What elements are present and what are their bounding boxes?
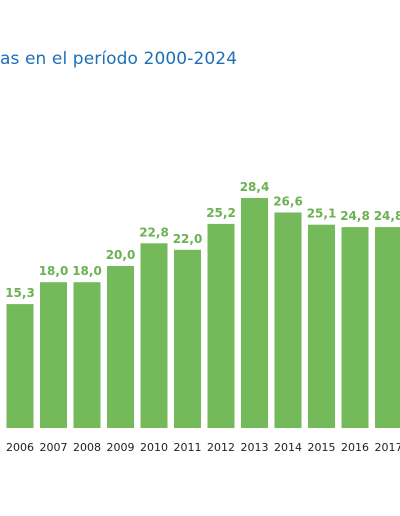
x-tick-2007: 2007 bbox=[40, 441, 68, 454]
data-label-2013: 28,4 bbox=[240, 180, 270, 194]
bar-2011 bbox=[174, 249, 201, 428]
data-label-2017: 24,8 bbox=[374, 209, 400, 223]
chart-title: as en el período 2000-2024 bbox=[0, 49, 238, 69]
data-label-2015: 25,1 bbox=[307, 207, 337, 221]
bar-2016 bbox=[341, 227, 369, 428]
x-tick-2012: 2012 bbox=[207, 441, 235, 454]
bar-2007 bbox=[40, 282, 67, 428]
x-tick-2015: 2015 bbox=[308, 441, 336, 454]
bar-2006 bbox=[6, 304, 34, 428]
data-label-2016: 24,8 bbox=[340, 209, 370, 223]
data-label-2010: 22,8 bbox=[139, 225, 169, 239]
x-tick-2014: 2014 bbox=[274, 441, 302, 454]
bar-2009 bbox=[107, 266, 134, 428]
x-tick-2006: 2006 bbox=[6, 441, 34, 454]
data-label-2007: 18,0 bbox=[39, 264, 69, 278]
data-label-2014: 26,6 bbox=[273, 195, 303, 209]
x-tick-2016: 2016 bbox=[341, 441, 369, 454]
bar-2012 bbox=[207, 223, 235, 428]
bar-2010 bbox=[140, 243, 168, 428]
x-tick-2017: 2017 bbox=[375, 441, 400, 454]
data-label-2006: 15,3 bbox=[5, 286, 35, 300]
x-tick-2009: 2009 bbox=[107, 441, 135, 454]
bar-2013 bbox=[241, 198, 268, 428]
data-label-2009: 20,0 bbox=[106, 248, 136, 262]
data-label-2011: 22,0 bbox=[173, 232, 203, 246]
x-tick-2008: 2008 bbox=[73, 441, 101, 454]
bar-2008 bbox=[73, 282, 101, 428]
bar-2015 bbox=[308, 224, 335, 428]
x-tick-2013: 2013 bbox=[241, 441, 269, 454]
data-label-2012: 25,2 bbox=[206, 206, 236, 220]
x-tick-2011: 2011 bbox=[174, 441, 202, 454]
x-tick-2010: 2010 bbox=[140, 441, 168, 454]
data-label-2008: 18,0 bbox=[72, 264, 102, 278]
bar-2017 bbox=[375, 227, 400, 428]
bar-2014 bbox=[274, 212, 302, 428]
